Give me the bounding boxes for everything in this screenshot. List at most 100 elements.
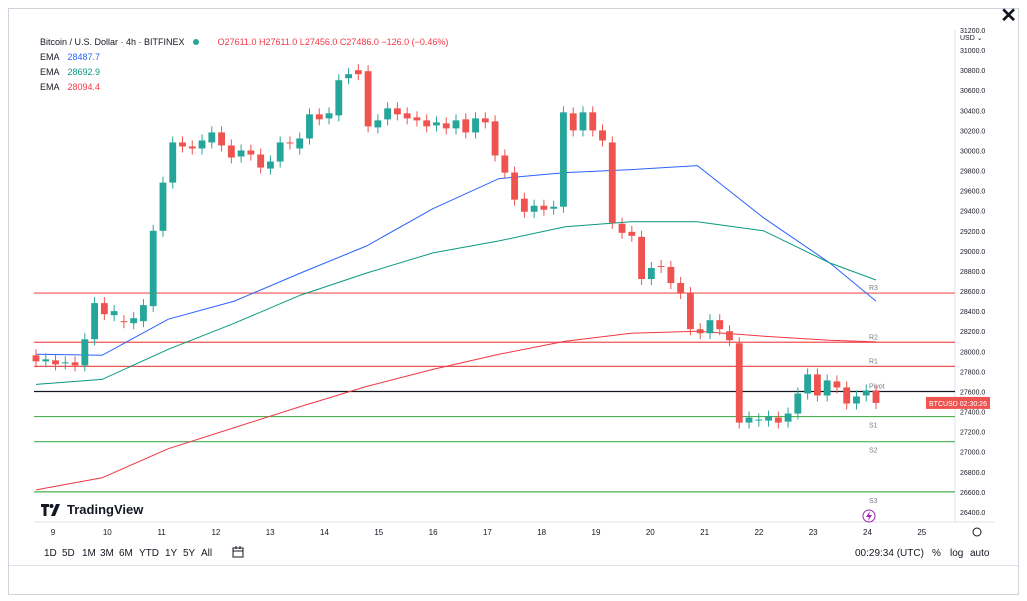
candle-body — [345, 74, 352, 79]
timeframe-button[interactable]: 1M — [82, 548, 96, 559]
y-tick-label: 30000.0 — [960, 148, 985, 155]
market-status-icon — [193, 39, 200, 45]
candle-body — [765, 416, 772, 421]
x-tick-label: 10 — [103, 528, 112, 537]
y-tick-label: 27000.0 — [960, 450, 985, 457]
timeframe-button[interactable]: YTD — [139, 548, 159, 559]
x-tick-label: 11 — [157, 528, 166, 537]
utc-clock[interactable]: 00:29:34 (UTC) — [855, 548, 924, 559]
pivot-level-label: S1 — [869, 423, 878, 430]
candle-body — [462, 119, 470, 133]
x-tick-label: 9 — [51, 528, 56, 537]
candle-body — [208, 132, 216, 143]
y-tick-label: 30400.0 — [960, 108, 985, 115]
timeframe-button[interactable]: 3M — [100, 548, 114, 559]
candle-body — [159, 182, 167, 231]
candle-body — [120, 321, 128, 323]
candle-body — [257, 154, 265, 168]
y-tick-label: 29000.0 — [960, 249, 985, 256]
candle-body — [179, 142, 186, 147]
candle-body — [569, 113, 577, 131]
candle-body — [140, 305, 147, 322]
bottom-toolbar: 1D 5D 1M 3M 6M YTD 1Y 5Y All 00:29:34 (U… — [0, 540, 1027, 566]
y-tick-label: 26600.0 — [960, 490, 985, 497]
timeframe-button[interactable]: All — [201, 548, 213, 559]
candle-body — [325, 113, 333, 119]
x-tick-label: 12 — [211, 528, 220, 537]
x-tick-label: 17 — [483, 528, 492, 537]
candle-body — [286, 142, 294, 144]
ema-legend-row[interactable]: EMA 28094.4 — [40, 82, 101, 92]
candle-body — [32, 355, 40, 362]
candle-body — [52, 360, 59, 365]
x-tick-label: 16 — [429, 528, 438, 537]
y-tick-label: 29400.0 — [960, 209, 985, 216]
y-tick-label: 26400.0 — [960, 510, 985, 517]
candle-body — [540, 205, 548, 210]
pivot-level-label: S2 — [869, 448, 878, 455]
candle-body — [677, 283, 685, 294]
candle-body — [501, 155, 509, 173]
candle-body — [745, 417, 753, 423]
candle-body — [237, 150, 245, 157]
x-tick-label: 14 — [320, 528, 329, 537]
y-tick-label: 29800.0 — [960, 169, 985, 176]
candle-body — [872, 390, 880, 403]
ema-line — [35, 330, 877, 491]
y-tick-label: 30200.0 — [960, 128, 985, 135]
candle-body — [520, 198, 528, 212]
candle-body — [735, 343, 743, 423]
price-chart[interactable]: 26400.0 26600.0 26800.0 27000.0 27200.0 27400… — [0, 0, 1027, 540]
price-tag-box — [926, 396, 990, 409]
ema-line — [35, 165, 877, 356]
percent-toggle[interactable]: % — [932, 548, 941, 559]
pivot-level-label: R3 — [869, 285, 878, 292]
ema-legend-row[interactable]: EMA 28487.7 — [40, 52, 101, 62]
timeframe-button[interactable]: 1Y — [165, 548, 178, 559]
tradingview-logo-icon — [41, 503, 60, 516]
y-tick-label: 28800.0 — [960, 269, 985, 276]
candle-body — [227, 145, 235, 158]
candle-body — [91, 303, 99, 340]
candle-body — [364, 71, 372, 127]
date-range-icon[interactable] — [232, 546, 244, 561]
candle-body — [42, 359, 50, 362]
event-marker-icon[interactable] — [862, 509, 876, 523]
candle-body — [81, 339, 89, 366]
candle-body — [384, 108, 392, 120]
settings-gear-icon[interactable] — [972, 527, 982, 537]
candle-body — [774, 417, 782, 423]
currency-label: USD ⌄ — [960, 35, 983, 42]
x-tick-label: 21 — [700, 528, 709, 537]
candle-body — [608, 142, 616, 223]
auto-toggle[interactable]: auto — [970, 548, 990, 559]
x-tick-label: 13 — [266, 528, 275, 537]
pivot-level-label: Pivot — [869, 383, 885, 390]
candle-body — [433, 122, 440, 126]
candle-body — [862, 390, 870, 396]
y-tick-label: 28400.0 — [960, 309, 985, 316]
candle-body — [843, 387, 851, 404]
candle-body — [247, 150, 255, 155]
ohlc-values: O27611.0 H27611.0 L27456.0 C27486.0 −126… — [217, 37, 449, 47]
candle-body — [560, 112, 567, 207]
log-toggle[interactable]: log — [950, 548, 964, 559]
y-tick-label: 27200.0 — [960, 430, 985, 437]
ema-value: 28094.4 — [67, 82, 101, 92]
timeframe-button[interactable]: 1D — [44, 548, 57, 559]
tradingview-logo[interactable]: TradingView — [41, 502, 143, 517]
ema-line — [35, 221, 877, 385]
candle-body — [638, 236, 645, 280]
x-tick-label: 20 — [646, 528, 655, 537]
candle-body — [306, 114, 313, 139]
price-tag-text: BTCUSD 02:30:26 — [929, 401, 987, 408]
timeframe-button[interactable]: 6M — [119, 548, 133, 559]
timeframe-button[interactable]: 5D — [62, 548, 75, 559]
timeframe-button[interactable]: 5Y — [183, 548, 196, 559]
candle-body — [794, 393, 802, 414]
x-tick-label: 23 — [809, 528, 818, 537]
ema-legend-row[interactable]: EMA 28692.9 — [40, 67, 101, 77]
candle-body — [784, 413, 792, 422]
close-icon[interactable]: ✕ — [1000, 5, 1017, 27]
candle-body — [687, 293, 694, 330]
